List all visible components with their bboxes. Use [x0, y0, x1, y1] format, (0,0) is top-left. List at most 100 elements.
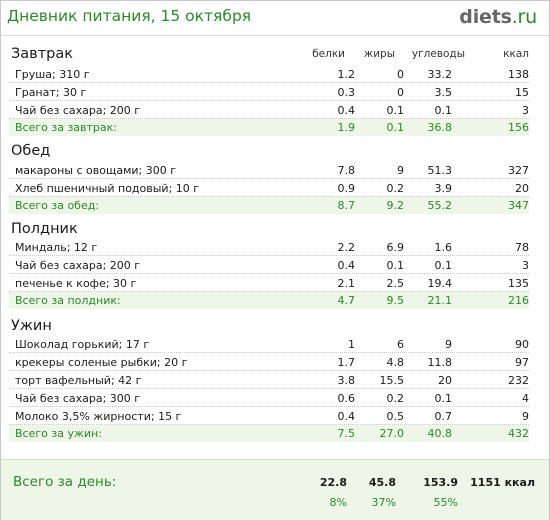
column-fat: жиры	[363, 48, 395, 60]
food-name: Груша; 310 г	[15, 68, 90, 81]
food-row[interactable]: макароны с овощами; 300 г 7.8 9 51.3 327	[9, 162, 529, 179]
food-row[interactable]: торт вафельный; 42 г 3.8 15.5 20 232	[9, 372, 529, 389]
food-carbs: 51.3	[427, 164, 453, 177]
food-carbs: 0.1	[434, 392, 453, 405]
day-carbs-percent: 55%	[433, 496, 458, 509]
food-fat: 0.2	[386, 392, 405, 405]
page-title: Дневник питания, 15 октября	[7, 7, 252, 25]
meal-total-row: Всего за обед: 8.7 9.2 55.2 347	[9, 197, 529, 214]
food-name: торт вафельный; 42 г	[15, 374, 142, 387]
food-name: Гранат; 30 г	[15, 86, 87, 99]
food-protein: 2.2	[337, 241, 356, 254]
logo-name: diets	[459, 6, 512, 28]
total-label: Всего за ужин:	[15, 427, 102, 440]
food-row[interactable]: Миндаль; 12 г 2.2 6.9 1.6 78	[9, 239, 529, 256]
food-fat: 2.5	[386, 277, 405, 290]
day-protein-percent: 8%	[329, 496, 347, 509]
food-fat: 15.5	[379, 374, 405, 387]
total-carbs: 21.1	[427, 294, 453, 307]
food-carbs: 3.5	[434, 86, 453, 99]
total-carbs: 55.2	[427, 199, 453, 212]
food-name: Хлеб пшеничный подовый; 10 г	[15, 182, 200, 195]
food-protein: 0.6	[337, 392, 356, 405]
meal-total-row: Всего за ужин: 7.5 27.0 40.8 432	[9, 425, 529, 442]
food-carbs: 3.9	[434, 182, 453, 195]
food-fat: 0.1	[386, 259, 405, 272]
food-row[interactable]: крекеры соленые рыбки; 20 г 1.7 4.8 11.8…	[9, 354, 529, 371]
food-fat: 0.5	[386, 410, 405, 423]
food-carbs: 1.6	[434, 241, 453, 254]
logo-tld: .ru	[511, 6, 537, 28]
food-fat: 0	[397, 86, 404, 99]
food-carbs: 33.2	[427, 68, 453, 81]
total-carbs: 36.8	[427, 121, 453, 134]
food-protein: 1.2	[337, 68, 356, 81]
total-fat: 9.2	[386, 199, 405, 212]
food-protein: 0.4	[337, 259, 356, 272]
food-name: Миндаль; 12 г	[15, 241, 98, 254]
food-name: макароны с овощами; 300 г	[15, 164, 177, 177]
food-fat: 4.8	[386, 356, 405, 369]
food-row[interactable]: Молоко 3,5% жирности; 15 г 0.4 0.5 0.7 9	[9, 408, 529, 425]
food-kcal: 232	[508, 374, 529, 387]
meal-title-breakfast: Завтрак	[11, 46, 74, 62]
column-carbs: углеводы	[411, 48, 465, 60]
total-carbs: 40.8	[427, 427, 453, 440]
column-headers: белки жиры углеводы ккал	[1, 48, 549, 64]
total-protein: 7.5	[337, 427, 356, 440]
food-kcal: 4	[522, 392, 529, 405]
total-fat: 27.0	[379, 427, 405, 440]
food-row[interactable]: Чай без сахара; 300 г 0.6 0.2 0.1 4	[9, 390, 529, 407]
food-kcal: 97	[515, 356, 529, 369]
total-protein: 8.7	[337, 199, 356, 212]
meal-title-snack: Полдник	[11, 221, 78, 237]
food-row[interactable]: Чай без сахара; 200 г 0.4 0.1 0.1 3	[9, 257, 529, 274]
food-fat: 0.2	[386, 182, 405, 195]
food-carbs: 0.7	[434, 410, 453, 423]
food-name: Чай без сахара; 200 г	[15, 104, 141, 117]
food-protein: 0.4	[337, 104, 356, 117]
site-logo[interactable]: diets.ru	[459, 6, 537, 28]
food-protein: 7.8	[337, 164, 356, 177]
food-kcal: 9	[522, 410, 529, 423]
food-protein: 0.4	[337, 410, 356, 423]
food-kcal: 90	[515, 338, 529, 351]
total-kcal: 156	[508, 121, 529, 134]
food-protein: 0.9	[337, 182, 356, 195]
total-protein: 4.7	[337, 294, 356, 307]
food-fat: 0	[397, 68, 404, 81]
meal-title-dinner: Ужин	[11, 318, 52, 334]
total-kcal: 432	[508, 427, 529, 440]
food-protein: 3.8	[337, 374, 356, 387]
food-kcal: 135	[508, 277, 529, 290]
food-row[interactable]: Груша; 310 г 1.2 0 33.2 138	[9, 66, 529, 83]
meal-title-lunch: Обед	[11, 143, 51, 159]
food-carbs: 0.1	[434, 104, 453, 117]
food-carbs: 9	[445, 338, 452, 351]
column-kcal: ккал	[503, 48, 529, 60]
food-protein: 1.7	[337, 356, 356, 369]
food-name: Чай без сахара; 200 г	[15, 259, 141, 272]
food-fat: 6	[397, 338, 404, 351]
total-kcal: 347	[508, 199, 529, 212]
meal-total-row: Всего за завтрак: 1.9 0.1 36.8 156	[9, 119, 529, 136]
food-row[interactable]: Гранат; 30 г 0.3 0 3.5 15	[9, 84, 529, 101]
total-fat: 0.1	[386, 121, 405, 134]
day-kcal: 1151 ккал	[470, 476, 535, 489]
day-protein: 22.8	[319, 476, 347, 489]
food-name: печенье к кофе; 30 г	[15, 277, 137, 290]
total-kcal: 216	[508, 294, 529, 307]
food-protein: 1	[348, 338, 355, 351]
food-row[interactable]: Чай без сахара; 200 г 0.4 0.1 0.1 3	[9, 102, 529, 119]
food-fat: 9	[397, 164, 404, 177]
total-label: Всего за обед:	[15, 199, 100, 212]
food-name: крекеры соленые рыбки; 20 г	[15, 356, 188, 369]
food-row[interactable]: Шоколад горький; 17 г 1 6 9 90	[9, 336, 529, 353]
food-kcal: 138	[508, 68, 529, 81]
food-row[interactable]: печенье к кофе; 30 г 2.1 2.5 19.4 135	[9, 275, 529, 292]
food-protein: 2.1	[337, 277, 356, 290]
day-total-panel: Всего за день: 22.8 45.8 153.9 1151 ккал…	[1, 459, 549, 520]
food-row[interactable]: Хлеб пшеничный подовый; 10 г 0.9 0.2 3.9…	[9, 180, 529, 197]
food-carbs: 20	[438, 374, 452, 387]
